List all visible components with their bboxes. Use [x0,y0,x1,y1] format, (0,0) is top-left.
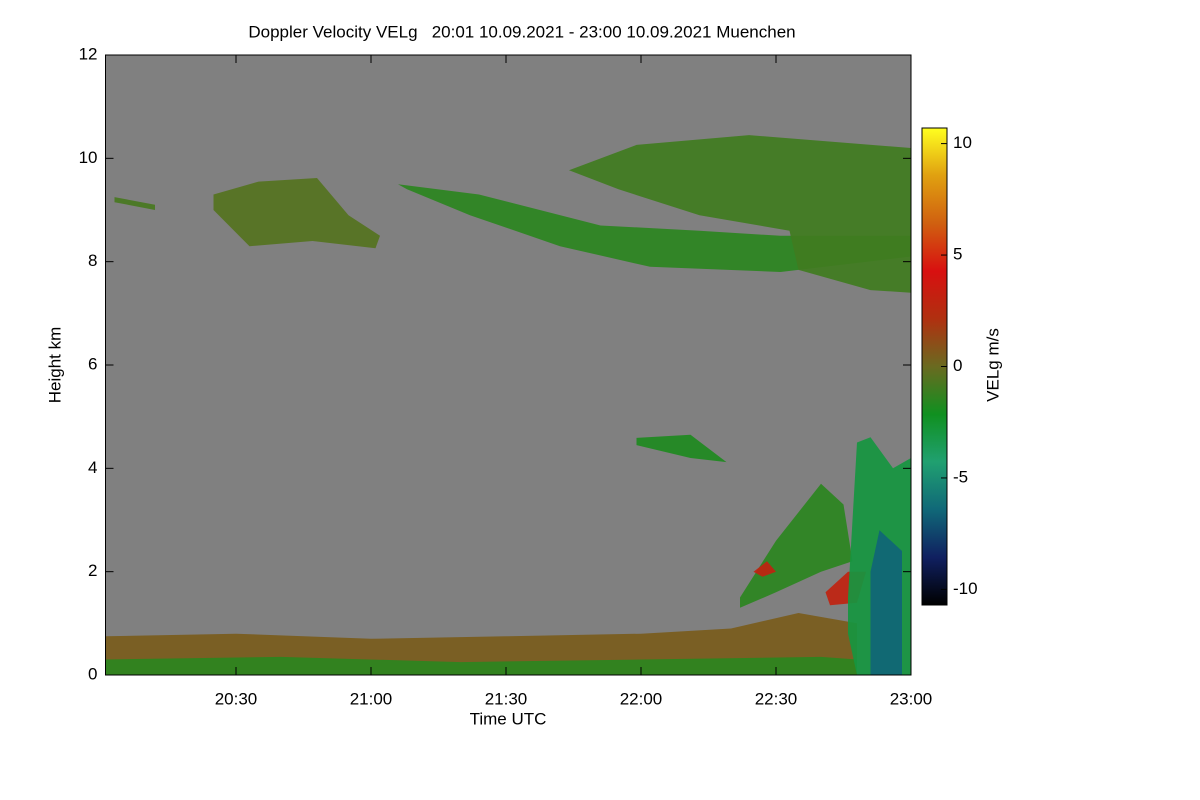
velocity-region [398,184,911,272]
colorbar-tick-label: -10 [953,579,978,598]
x-tick-label: 23:00 [890,689,933,708]
x-tick-label: 21:00 [350,689,393,708]
colorbar-tick-label: 5 [953,245,962,264]
regions [105,135,911,675]
y-tick-label: 8 [88,251,97,270]
colorbar-label: VELg m/s [983,328,1002,402]
y-tick-label: 2 [88,561,97,580]
x-axis-label: Time UTC [470,709,547,728]
velocity-region [114,197,155,210]
y-tick-label: 12 [79,44,98,63]
velocity-region [740,483,853,608]
velocity-region [636,434,727,463]
y-tick-label: 10 [79,148,98,167]
chart-title: Doppler Velocity VELg 20:01 10.09.2021 -… [248,22,795,41]
y-axis-label: Height km [45,327,64,404]
velocity-region [105,656,857,675]
x-tick-label: 20:30 [215,689,258,708]
colorbar-tick-label: 10 [953,133,972,152]
x-tick-label: 22:30 [755,689,798,708]
velocity-region [213,178,380,249]
velocity-region [870,530,902,675]
x-tick-label: 22:00 [620,689,663,708]
y-tick-label: 4 [88,458,97,477]
colorbar-tick-label: 0 [953,356,962,375]
y-tick-label: 0 [88,664,97,683]
y-tick-label: 6 [88,354,97,373]
velocity-region [569,135,911,293]
velocity-region [753,561,776,577]
x-tick-label: 21:30 [485,689,528,708]
colorbar-tick-label: -5 [953,467,968,486]
